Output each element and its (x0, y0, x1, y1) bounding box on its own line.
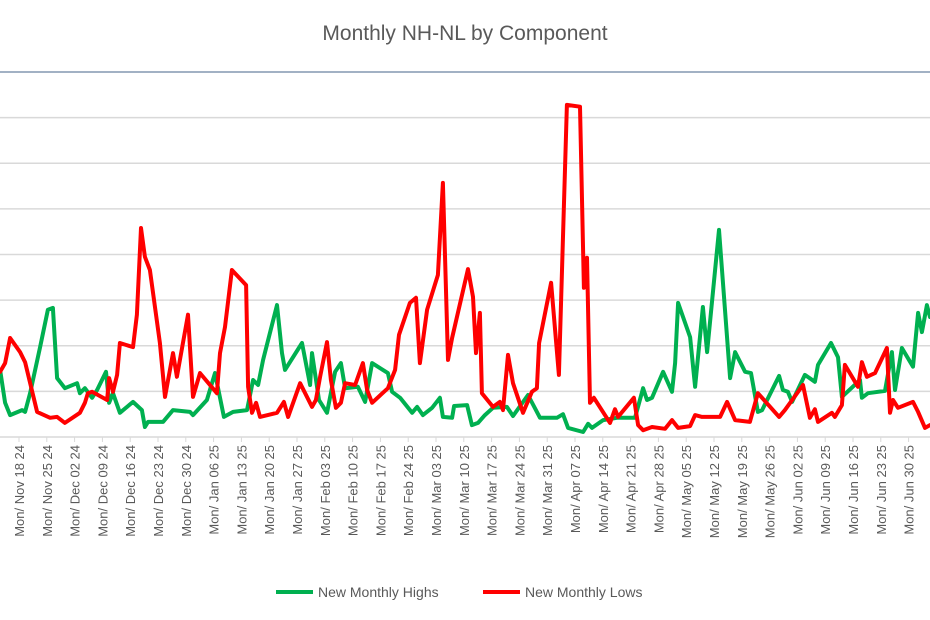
x-tick-label: Mon/ Dec 23 24 (151, 445, 166, 537)
x-tick-label: Mon/ May 19 25 (735, 445, 750, 538)
x-tick-label: Mon/ Nov 25 24 (40, 445, 55, 537)
legend: New Monthly Highs New Monthly Lows (276, 584, 643, 600)
x-tick-label: Mon/ Dec 30 24 (179, 445, 194, 537)
x-tick-label: Mon/ Jun 02 25 (790, 445, 805, 535)
x-tick-label: Mon/ Mar 03 25 (429, 445, 444, 536)
x-tick-label: Mon/ Apr 21 25 (624, 445, 639, 533)
x-tick-label: Mon/ May 05 25 (679, 445, 694, 538)
x-tick-label: Mon/ Apr 07 25 (568, 445, 583, 533)
x-tick-label: Mon/ Mar 24 25 (512, 445, 527, 536)
x-tick-label: Mon/ Jun 09 25 (818, 445, 833, 535)
legend-label-lows: New Monthly Lows (525, 584, 643, 600)
x-tick-label: Mon/ May 12 25 (707, 445, 722, 538)
x-tick-label: Mon/ Mar 17 25 (485, 445, 500, 536)
x-tick-label: Mon/ Apr 14 25 (596, 445, 611, 533)
x-tick-label: Mon/ May 26 25 (763, 445, 778, 538)
x-tick-label: Mon/ Jan 06 25 (207, 445, 222, 535)
legend-label-highs: New Monthly Highs (318, 584, 439, 600)
x-tick-label: Mon/ Nov 18 24 (12, 445, 27, 537)
x-tick-label: Mon/ Jan 20 25 (262, 445, 277, 535)
series-line-new-monthly-lows (0, 102, 930, 433)
x-tick-label: Mon/ Mar 10 25 (457, 445, 472, 536)
x-tick-label: Mon/ Feb 03 25 (318, 445, 333, 536)
x-tick-label: Mon/ Apr 28 25 (651, 445, 666, 533)
x-tick-label: Mon/ Jun 30 25 (902, 445, 917, 535)
x-tick-label: Mon/ Dec 16 24 (123, 445, 138, 537)
series-lines (0, 102, 930, 434)
x-tick-label: Mon/ Dec 09 24 (95, 445, 110, 537)
x-tick-label: Mon/ Jun 23 25 (874, 445, 889, 535)
x-tick-label: Mon/ Jun 16 25 (846, 445, 861, 535)
x-tick-label: Mon/ Feb 17 25 (373, 445, 388, 536)
x-tick-label: Mon/ Feb 24 25 (401, 445, 416, 536)
x-tick-label: Mon/ Dec 02 24 (68, 445, 83, 537)
series-line-new-monthly-highs (0, 227, 930, 434)
x-tick-label: Mon/ Mar 31 25 (540, 445, 555, 536)
chart-title: Monthly NH-NL by Component (322, 22, 607, 45)
x-axis: Mon/ Nov 18 24 Mon/ Nov 25 24 Mon/ Dec 02 … (12, 437, 917, 538)
x-tick-label: Mon/ Feb 10 25 (346, 445, 361, 536)
x-tick-label: Mon/ Jan 13 25 (234, 445, 249, 535)
x-tick-label: Mon/ Jan 27 25 (290, 445, 305, 535)
